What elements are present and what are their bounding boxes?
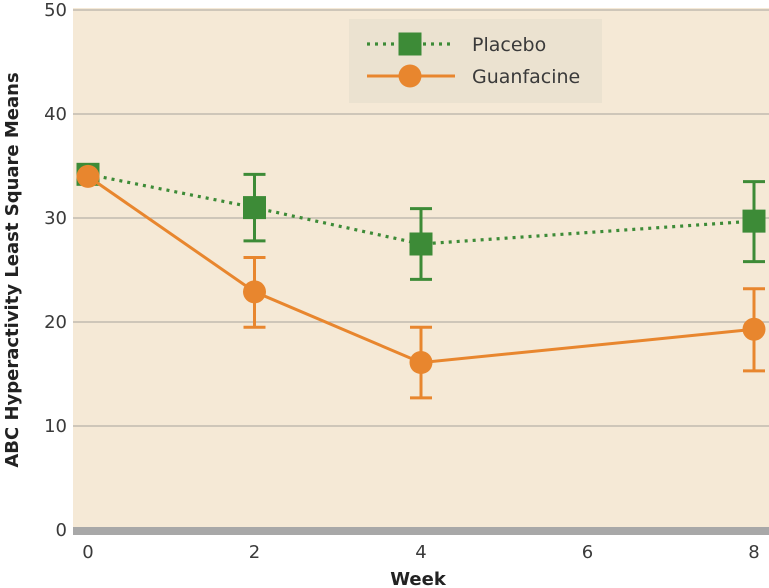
x-tick-label-0: 0 xyxy=(82,542,93,563)
y-axis-title: ABC Hyperactivity Least Square Means xyxy=(2,72,23,467)
baseline xyxy=(73,527,769,535)
legend-marker-placebo xyxy=(398,32,422,56)
data-point-guanfacine-0 xyxy=(76,164,100,188)
x-tick-label-2: 2 xyxy=(249,542,260,563)
x-tick-label-6: 6 xyxy=(582,542,593,563)
series-layer xyxy=(76,162,766,400)
data-point-guanfacine-4 xyxy=(409,351,433,375)
y-axis-ticks: 0 10 20 30 40 50 xyxy=(44,0,67,541)
series-guanfacine xyxy=(76,164,766,400)
legend-label-placebo: Placebo xyxy=(472,34,546,56)
y-tick-label-40: 40 xyxy=(44,104,67,125)
legend-label-guanfacine: Guanfacine xyxy=(472,66,580,88)
legend: Placebo Guanfacine xyxy=(349,19,602,103)
data-point-placebo-8 xyxy=(742,209,766,233)
y-tick-label-10: 10 xyxy=(44,416,67,437)
x-tick-label-4: 4 xyxy=(415,542,426,563)
x-axis-title: Week xyxy=(390,569,447,588)
series-line-guanfacine xyxy=(87,175,755,365)
y-tick-label-30: 30 xyxy=(44,208,67,229)
data-point-guanfacine-8 xyxy=(742,317,766,341)
x-tick-label-8: 8 xyxy=(748,542,759,563)
data-point-placebo-2 xyxy=(243,196,266,220)
x-axis-ticks: 0 2 4 6 8 xyxy=(82,542,759,563)
legend-marker-guanfacine xyxy=(398,64,422,88)
legend-item-placebo: Placebo xyxy=(367,32,546,56)
y-tick-label-20: 20 xyxy=(44,312,67,333)
legend-box xyxy=(349,19,602,103)
y-tick-label-50: 50 xyxy=(44,0,67,21)
legend-item-guanfacine: Guanfacine xyxy=(367,64,580,88)
data-point-placebo-4 xyxy=(409,232,433,256)
y-tick-label-0: 0 xyxy=(56,520,67,541)
data-point-guanfacine-2 xyxy=(243,280,266,304)
